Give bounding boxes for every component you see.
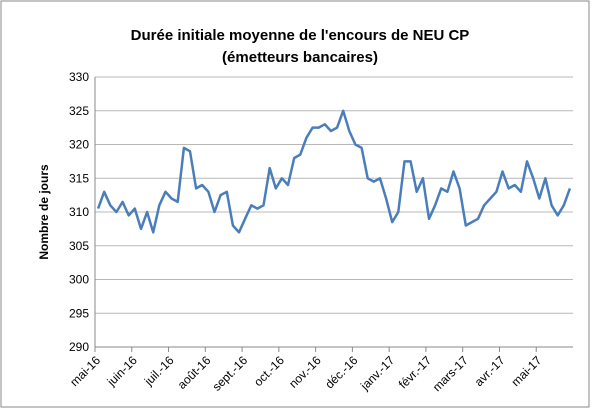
y-tick-label: 330 [69, 70, 89, 84]
y-tick-label: 310 [69, 205, 89, 219]
y-axis-label: Nombre de jours [37, 164, 51, 260]
y-tick-label: 305 [69, 239, 89, 253]
y-tick-label: 290 [69, 340, 89, 354]
y-tick-label: 315 [69, 171, 89, 185]
chart-subtitle: (émetteurs bancaires) [222, 49, 378, 66]
chart-title: Durée initiale moyenne de l'encours de N… [131, 27, 470, 44]
data-line [96, 109, 572, 234]
y-tick-label: 325 [69, 104, 89, 118]
y-tick-label: 295 [69, 306, 89, 320]
y-tick-label: 320 [69, 138, 89, 152]
y-tick-label: 300 [69, 273, 89, 287]
